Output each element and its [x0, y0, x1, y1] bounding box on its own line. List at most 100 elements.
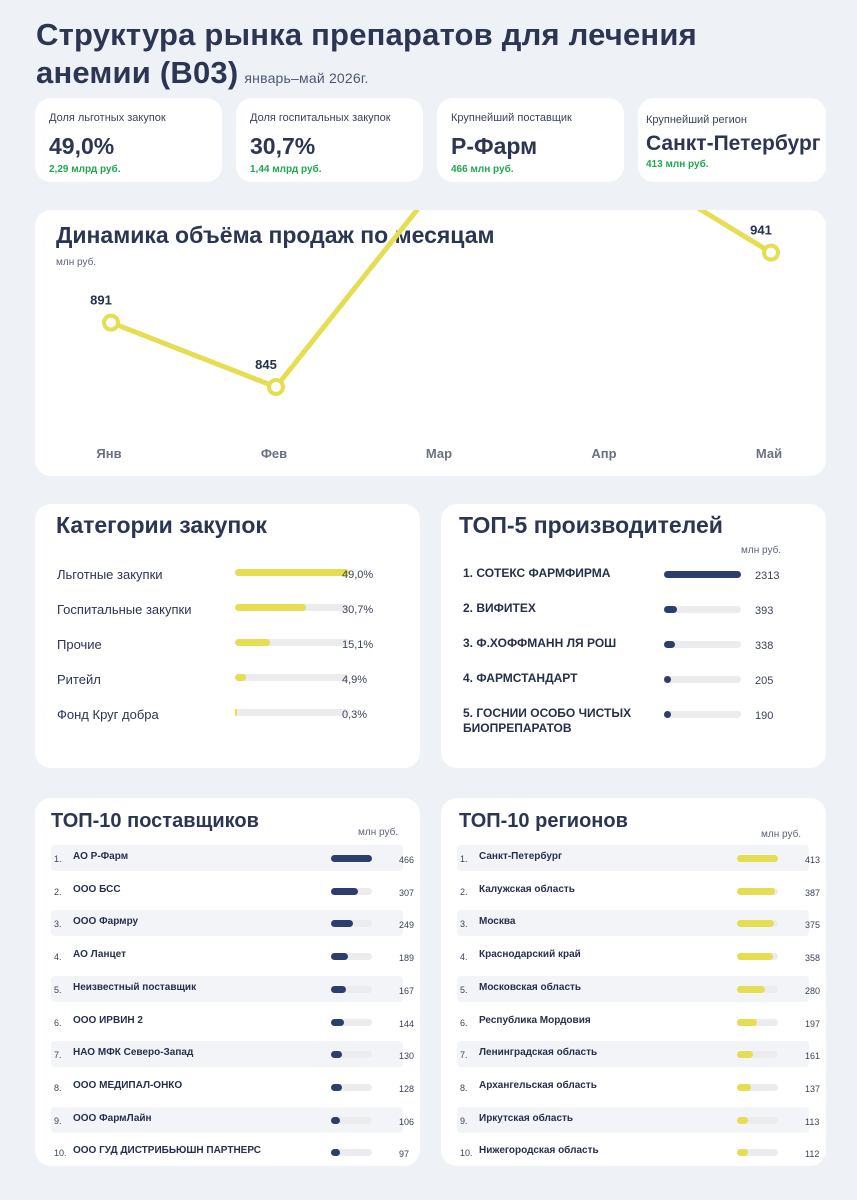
top10-regions-card: ТОП-10 регионов млн руб. 1. Санкт-Петербу… — [441, 798, 826, 1166]
category-bar-track — [235, 569, 349, 576]
supplier-bar-track — [331, 985, 372, 993]
top10-suppliers-card: ТОП-10 поставщиков млн руб. 1. АО Р-Фарм 4… — [35, 798, 420, 1166]
category-label: Госпитальные закупки — [57, 602, 192, 617]
region-row: 10. Нижегородская область 112 — [457, 1139, 819, 1165]
region-rank: 4. — [460, 952, 468, 963]
region-name: Нижегородская область — [479, 1145, 599, 1157]
region-bar — [737, 920, 775, 928]
manufacturer-bar-track — [664, 606, 741, 613]
monthly-sales-line-chart: 891Янв845Фев993Мар1013Апр941Май — [90, 210, 782, 461]
region-bar-track — [737, 953, 778, 961]
category-row: Льготные закупки 49,0% — [57, 564, 417, 584]
manufacturer-bar-track — [664, 676, 741, 683]
kpi-label: Крупнейший регион — [646, 114, 747, 126]
category-value: 49,0% — [342, 569, 374, 581]
region-name: Санкт-Петербург — [479, 851, 563, 862]
supplier-rank: 4. — [54, 952, 62, 963]
region-bar-track — [737, 1083, 778, 1091]
supplier-value: 189 — [399, 953, 415, 964]
sales-data-label: 891 — [90, 293, 112, 308]
top10-suppliers-unit: млн руб. — [358, 827, 399, 838]
region-bar-track — [737, 1018, 778, 1026]
supplier-bar — [331, 1018, 344, 1026]
region-value: 413 — [805, 855, 821, 865]
kpi-label: Доля госпитальных закупок — [250, 112, 391, 124]
region-value: 197 — [805, 1018, 821, 1029]
kpi-card-preferential-share: Доля льготных закупок 49,0% 2,29 млрд ру… — [35, 98, 222, 182]
manufacturer-label: 1. СОТЕКС ФАРМФИРМА — [463, 566, 611, 580]
supplier-rank: 3. — [54, 919, 62, 930]
region-value: 161 — [805, 1051, 821, 1062]
category-bar — [235, 569, 349, 576]
supplier-value: 144 — [399, 1018, 415, 1029]
region-value: 112 — [805, 1149, 820, 1160]
supplier-rank: 10. — [54, 1148, 67, 1159]
region-value: 375 — [805, 920, 821, 931]
supplier-name: ООО Фармру — [73, 916, 139, 928]
region-value: 387 — [805, 887, 821, 898]
region-rank: 6. — [460, 1017, 468, 1028]
region-rank: 9. — [460, 1115, 468, 1126]
region-name: Московская область — [479, 981, 582, 993]
category-row: Ритейл 4,9% — [57, 669, 417, 689]
sales-data-label: 845 — [255, 357, 277, 372]
sales-point — [762, 243, 780, 262]
category-label: Ритейл — [57, 672, 101, 687]
supplier-row: 3. ООО Фармру 249 — [51, 910, 414, 937]
manufacturer-row: 2. ВИФИТЕХ 393 — [463, 601, 803, 635]
supplier-value: 106 — [399, 1116, 415, 1127]
kpi-value: 30,7% — [250, 133, 316, 159]
supplier-row: 1. АО Р-Фарм 466 — [51, 845, 414, 871]
region-bar — [737, 1149, 749, 1157]
sales-line — [108, 210, 774, 390]
kpi-card-hospital-share: Доля госпитальных закупок 30,7% 1,44 млр… — [236, 98, 423, 182]
procurement-categories-card: Категории закупок Льготные закупки 49,0% Г… — [35, 504, 420, 768]
manufacturer-label: 2. ВИФИТЕХ — [463, 601, 536, 615]
kpi-label: Доля льготных закупок — [49, 112, 166, 124]
sales-point — [267, 378, 285, 396]
title-line-2: анемии (B03) январь–май 2026г. — [36, 54, 836, 97]
kpi-sub: 413 млн руб. — [646, 159, 709, 170]
region-value: 137 — [805, 1083, 821, 1094]
supplier-row: 5. Неизвестный поставщик 167 — [51, 975, 414, 1002]
category-row: Фонд Круг добра 0,3% — [57, 704, 417, 724]
region-rank: 8. — [460, 1082, 468, 1093]
region-rank: 7. — [460, 1050, 468, 1061]
manufacturer-row: 4. ФАРМСТАНДАРТ 205 — [463, 671, 803, 705]
supplier-bar — [331, 1116, 341, 1124]
region-name: Москва — [479, 916, 516, 928]
category-value: 30,7% — [342, 604, 374, 616]
top10-regions-unit: млн руб. — [761, 829, 802, 840]
supplier-rank: 7. — [54, 1050, 62, 1061]
region-row: 5. Московская область 280 — [457, 975, 820, 1002]
monthly-sales-card: Динамика объёма продаж по месяцам млн ру… — [35, 210, 826, 476]
supplier-bar — [331, 855, 372, 862]
supplier-bar-track — [331, 920, 372, 928]
x-tick-label: Май — [756, 446, 782, 461]
manufacturer-value: 338 — [755, 640, 774, 652]
manufacturer-label: 5. ГОСНИИ ОСОБО ЧИСТЫХ БИОПРЕПАРАТОВ — [463, 706, 632, 735]
supplier-bar-track — [331, 1083, 372, 1091]
region-bar-track — [737, 1051, 778, 1059]
supplier-bar-track — [331, 953, 372, 961]
kpi-value: Р-Фарм — [451, 133, 538, 159]
supplier-bar-track — [331, 1116, 372, 1124]
manufacturer-bar — [664, 606, 678, 613]
supplier-rank: 8. — [54, 1082, 62, 1093]
page-title: Структура рынка препаратов для лечения а… — [36, 16, 836, 97]
region-bar — [737, 1051, 753, 1059]
region-row: 8. Архангельская область 137 — [457, 1074, 820, 1100]
supplier-bar-track — [331, 1051, 372, 1059]
region-row: 2. Калужская область 387 — [457, 878, 820, 904]
monthly-sales-title: Динамика объёма продаж по месяцам — [56, 222, 495, 248]
supplier-name: ООО БСС — [73, 883, 121, 895]
supplier-bar — [331, 920, 353, 928]
region-bar-track — [737, 920, 778, 928]
region-name: Калужская область — [479, 883, 575, 895]
sales-point — [102, 313, 120, 332]
manufacturer-row: 3. Ф.ХОФФМАНН ЛЯ РОШ 338 — [463, 636, 803, 670]
category-bar-track — [235, 674, 349, 681]
supplier-bar-track — [331, 1149, 372, 1157]
title-period: январь–май 2026г. — [244, 70, 369, 86]
manufacturer-value: 393 — [755, 605, 774, 617]
